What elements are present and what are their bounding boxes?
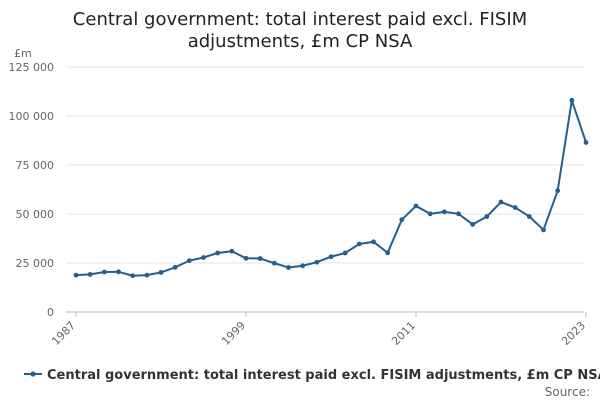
data-point — [470, 221, 476, 227]
data-point — [257, 256, 263, 261]
source-label: Source: — [545, 385, 590, 399]
data-point — [158, 270, 164, 275]
y-tick-label: 100 000 — [9, 110, 55, 123]
data-point — [286, 265, 291, 270]
data-point — [144, 272, 150, 278]
x-tick-label: 2011 — [389, 319, 418, 348]
x-axis-ticks: 1987 1999 2011 2023 — [49, 312, 588, 348]
data-point — [371, 239, 376, 245]
data-point — [130, 273, 136, 279]
data-point — [413, 203, 419, 209]
data-point — [456, 211, 461, 217]
series-line — [75, 100, 587, 277]
x-tick-label: 1999 — [219, 319, 248, 348]
data-point — [526, 214, 532, 219]
series-points — [73, 97, 589, 279]
data-point — [541, 227, 546, 233]
data-point — [555, 188, 561, 194]
legend-marker — [30, 371, 36, 377]
data-point — [314, 259, 320, 265]
data-point — [427, 211, 433, 217]
chart-title-line-2: adjustments, £m CP NSA — [188, 31, 413, 52]
y-tick-label: 75 000 — [16, 159, 55, 172]
data-point — [583, 140, 589, 145]
data-point — [356, 241, 362, 247]
y-axis-unit-label: £m — [14, 47, 32, 60]
data-point — [512, 205, 518, 210]
data-point — [116, 269, 121, 275]
data-point — [229, 248, 235, 254]
data-point — [73, 272, 79, 278]
data-point — [271, 260, 277, 266]
y-tick-label: 125 000 — [9, 61, 55, 74]
data-point — [300, 263, 306, 269]
data-point — [243, 255, 249, 261]
data-point — [385, 250, 391, 256]
data-point — [186, 258, 192, 264]
data-point — [498, 199, 504, 205]
y-tick-label: 50 000 — [16, 208, 55, 221]
data-point — [101, 269, 107, 275]
y-tick-label: 0 — [47, 306, 54, 319]
x-tick-label: 1987 — [49, 319, 78, 348]
data-point — [328, 254, 334, 260]
data-point — [172, 264, 178, 270]
data-point — [569, 97, 575, 103]
gridlines — [66, 66, 584, 264]
data-point — [441, 209, 447, 215]
x-tick-label: 2023 — [559, 319, 588, 348]
legend[interactable]: Central government: total interest paid … — [24, 368, 600, 383]
data-point — [484, 214, 490, 219]
data-point — [201, 255, 206, 260]
y-axis-ticks: 0 25 000 50 000 75 000 100 000 125 000 — [9, 61, 55, 319]
data-point — [87, 271, 93, 277]
legend-label: Central government: total interest paid … — [47, 368, 600, 383]
y-tick-label: 25 000 — [16, 257, 55, 270]
chart-title-line-1: Central government: total interest paid … — [73, 9, 527, 30]
data-point — [215, 250, 221, 256]
data-point — [342, 250, 348, 256]
data-point — [399, 217, 405, 223]
